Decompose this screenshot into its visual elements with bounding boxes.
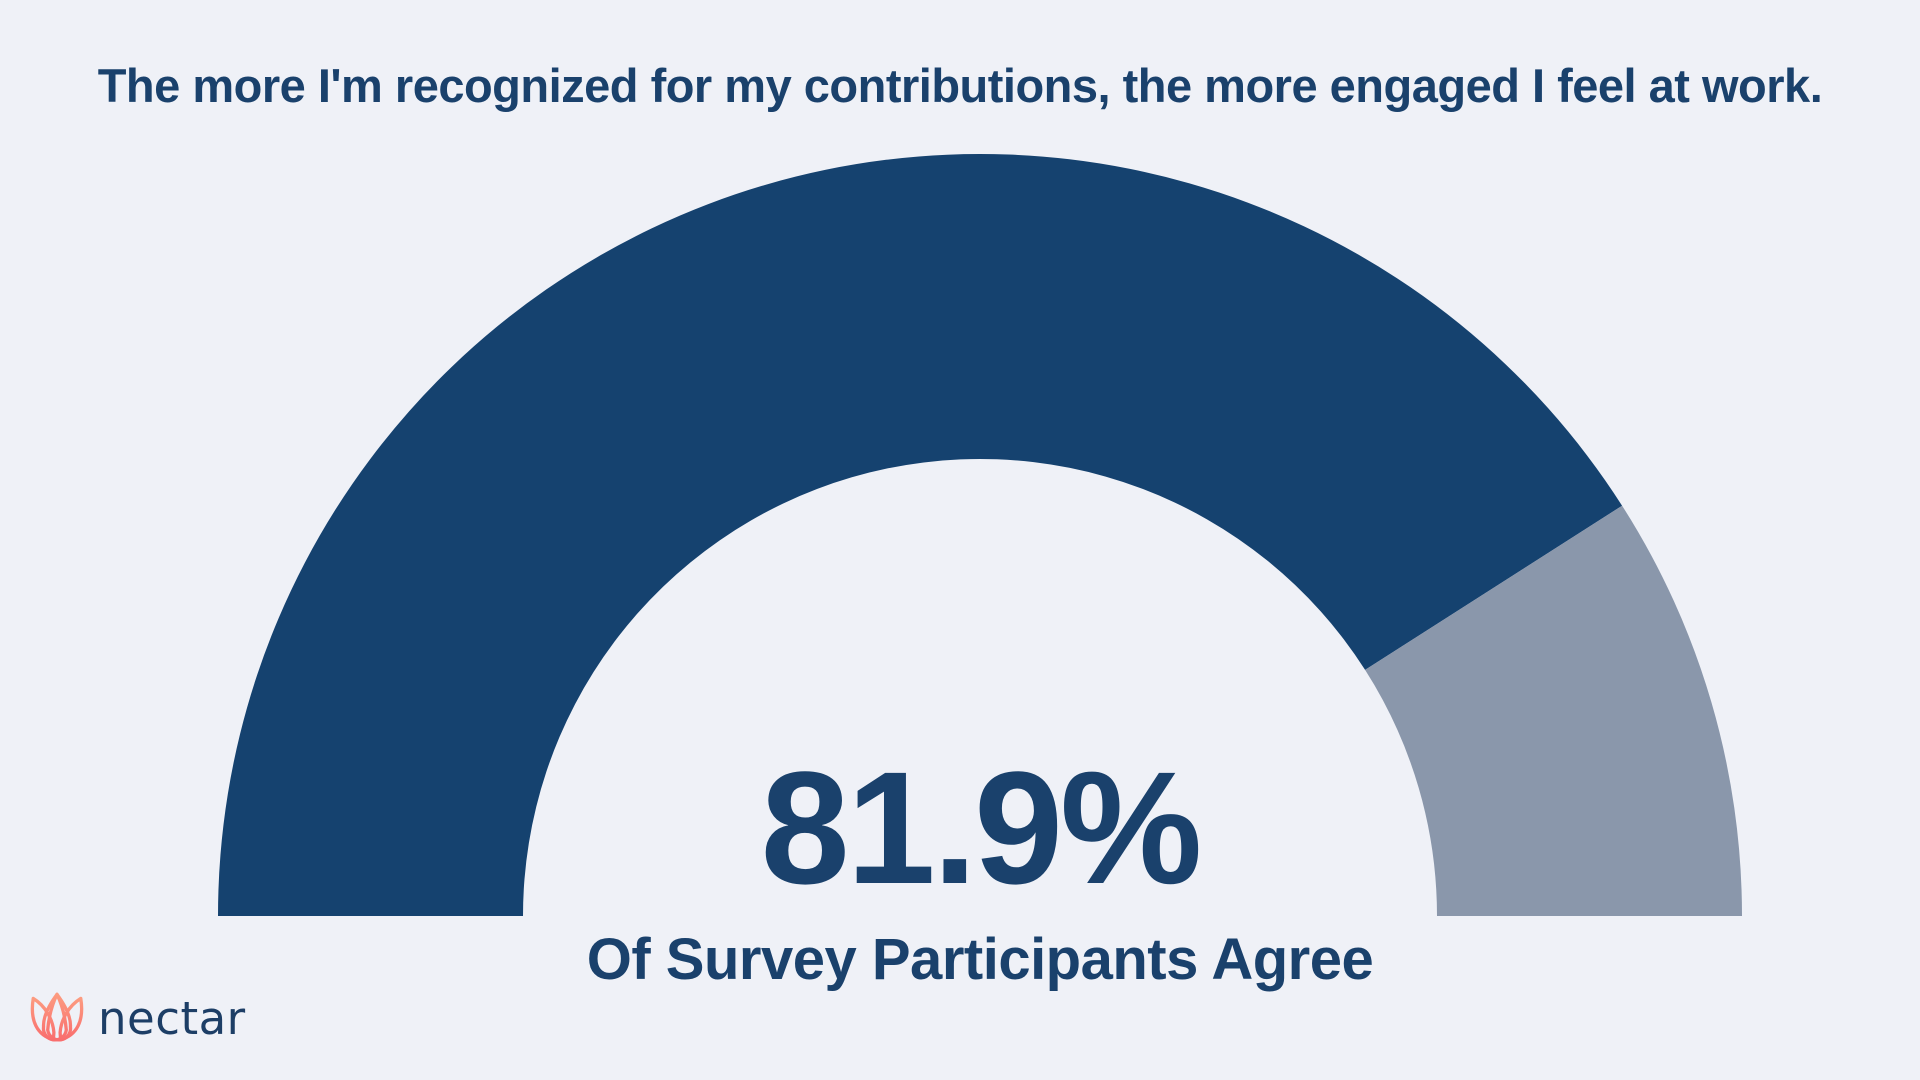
- gauge-remainder-arc: [1365, 505, 1742, 916]
- stat-value: 81.9%: [760, 738, 1203, 917]
- headline-title: The more I'm recognized for my contribut…: [97, 59, 1823, 112]
- brand-logo: nectar: [26, 988, 246, 1044]
- stat-caption: Of Survey Participants Agree: [586, 927, 1374, 992]
- lotus-icon: [30, 992, 84, 1042]
- gauge-filled-arc: [218, 154, 1623, 916]
- brand-name: nectar: [98, 991, 246, 1045]
